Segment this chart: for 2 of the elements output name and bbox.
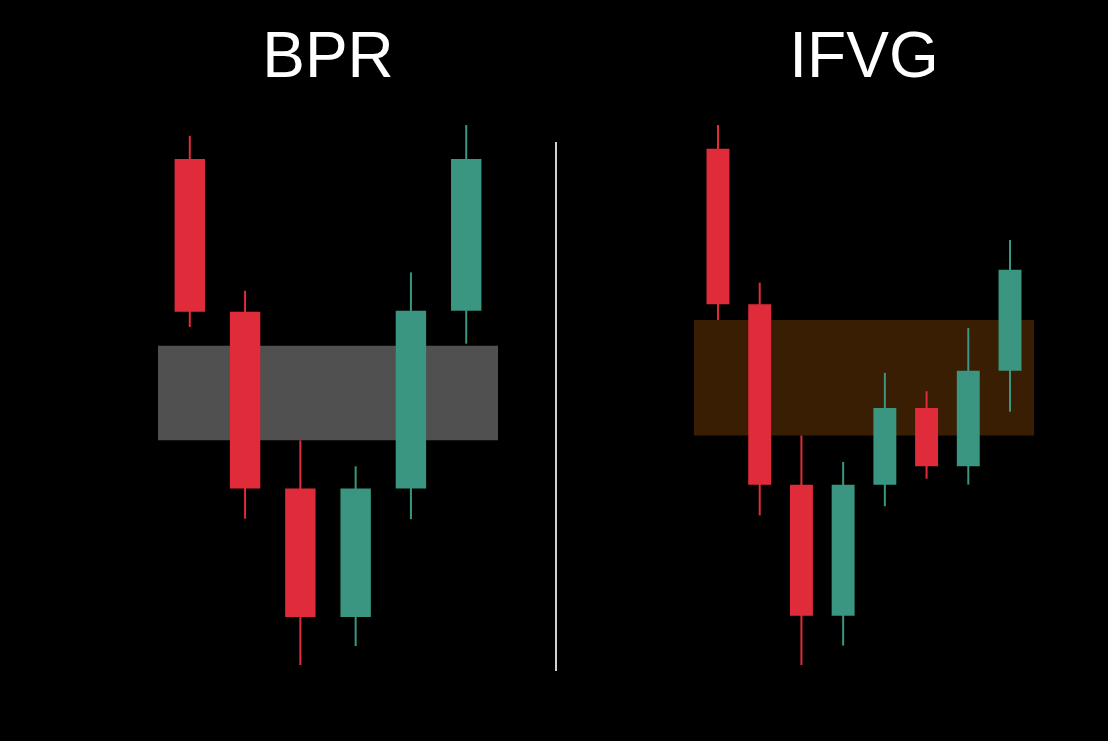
chart-title: BPR [262, 19, 394, 91]
chart-title: IFVG [789, 19, 939, 91]
